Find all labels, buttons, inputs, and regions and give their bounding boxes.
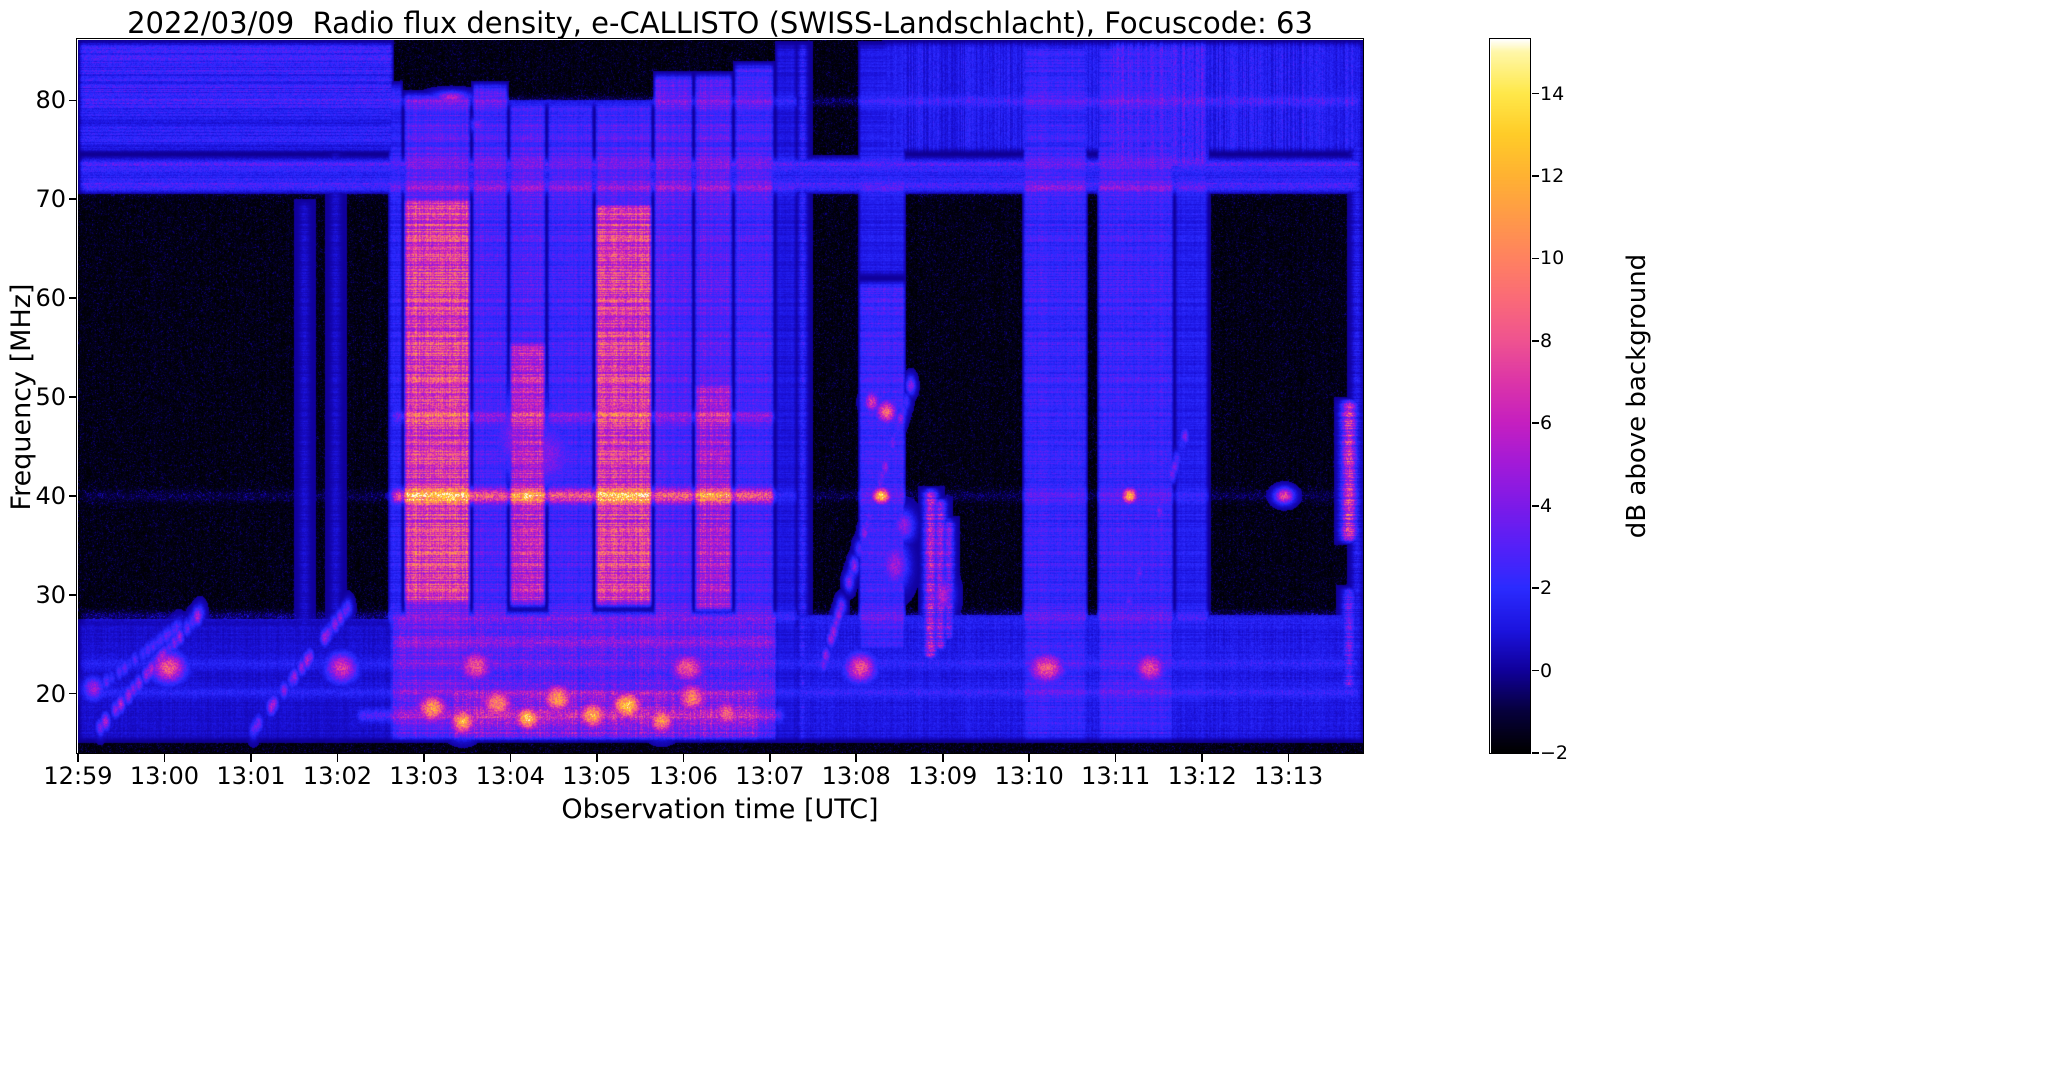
- colorbar-gradient: [1491, 40, 1531, 753]
- colorbar-label: dB above background: [1622, 253, 1652, 539]
- colorbar-tick-mark: [1532, 669, 1539, 672]
- colorbar-tick-label: 12: [1540, 165, 1565, 187]
- x-tick-mark: [1114, 754, 1117, 762]
- colorbar-tick-label: 14: [1540, 82, 1565, 105]
- x-tick-mark: [336, 754, 339, 762]
- x-tick-label: 13:13: [1254, 762, 1324, 790]
- x-tick-mark: [596, 754, 598, 762]
- x-tick-label: 13:08: [821, 762, 891, 790]
- x-tick-label: 13:01: [216, 762, 286, 790]
- x-tick-label: 13:05: [562, 762, 632, 790]
- y-tick-mark: [69, 593, 77, 596]
- x-tick-label: 12:59: [43, 762, 113, 790]
- x-tick-label: 13:04: [475, 762, 545, 790]
- x-tick-label: 13:10: [994, 762, 1064, 790]
- y-tick-label: 40: [35, 481, 66, 510]
- x-tick-mark: [423, 754, 425, 762]
- x-tick-label: 13:07: [735, 762, 805, 790]
- y-tick-mark: [69, 495, 77, 497]
- y-tick-label: 50: [35, 382, 66, 411]
- y-axis-label: Frequency [MHz]: [6, 283, 37, 511]
- x-tick-label: 13:12: [1167, 762, 1237, 790]
- x-axis-label: Observation time [UTC]: [561, 794, 879, 825]
- x-tick-mark: [1028, 754, 1030, 762]
- x-tick-label: 13:06: [648, 762, 718, 790]
- x-tick-mark: [250, 754, 252, 762]
- colorbar-tick-mark: [1532, 257, 1539, 260]
- colorbar-tick-mark: [1532, 422, 1539, 425]
- y-tick-label: 80: [35, 86, 66, 115]
- x-tick-mark: [768, 754, 771, 762]
- x-tick-mark: [1201, 754, 1203, 762]
- x-tick-mark: [77, 754, 79, 762]
- y-tick-label: 60: [35, 284, 66, 313]
- colorbar-tick-mark: [1532, 752, 1539, 754]
- y-tick-label: 70: [35, 185, 66, 214]
- x-tick-mark: [855, 754, 858, 762]
- x-tick-label: 13:00: [129, 762, 200, 790]
- y-tick-mark: [69, 396, 77, 398]
- y-tick-label: 30: [35, 580, 66, 609]
- colorbar-tick-label: −2: [1540, 742, 1569, 764]
- colorbar-tick-label: 8: [1540, 329, 1553, 352]
- colorbar-tick-mark: [1532, 92, 1539, 95]
- colorbar-tick-mark: [1532, 504, 1539, 507]
- y-tick-mark: [69, 692, 77, 695]
- chart-title: 2022/03/09 Radio flux density, e-CALLIST…: [127, 6, 1313, 40]
- x-tick-label: 13:09: [908, 762, 978, 790]
- colorbar-tick-mark: [1532, 175, 1539, 177]
- spectrogram-canvas: [78, 40, 1363, 753]
- x-tick-label: 13:03: [389, 762, 459, 790]
- x-tick-mark: [509, 754, 512, 762]
- colorbar-tick-label: 4: [1540, 494, 1553, 517]
- colorbar-tick-label: 6: [1540, 412, 1553, 435]
- colorbar-tick-label: 2: [1540, 577, 1553, 600]
- y-tick-mark: [69, 297, 77, 299]
- colorbar-tick-label: 0: [1540, 659, 1553, 682]
- x-tick-mark: [682, 754, 685, 762]
- colorbar-tick-mark: [1532, 587, 1539, 589]
- x-tick-label: 13:02: [302, 762, 372, 790]
- x-tick-label: 13:11: [1081, 762, 1151, 790]
- colorbar-tick-mark: [1532, 340, 1539, 342]
- y-tick-mark: [69, 198, 77, 200]
- x-tick-mark: [163, 754, 166, 762]
- y-tick-mark: [69, 99, 77, 102]
- x-tick-mark: [941, 754, 944, 762]
- colorbar-tick-label: 10: [1540, 247, 1565, 270]
- y-tick-label: 20: [35, 679, 66, 708]
- x-tick-mark: [1287, 754, 1290, 762]
